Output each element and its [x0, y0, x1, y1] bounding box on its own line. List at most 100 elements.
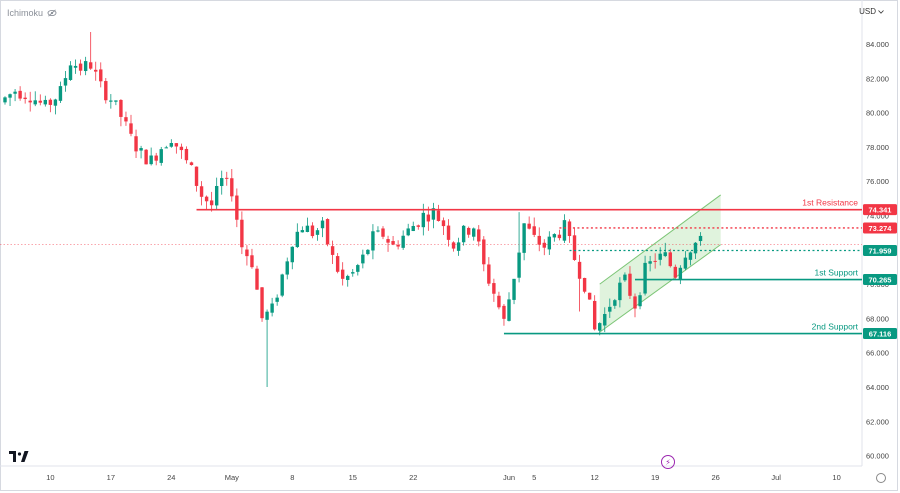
- candle-body: [572, 235, 577, 260]
- candle-body: [658, 253, 662, 260]
- price-tag: [863, 222, 897, 234]
- candle-body: [482, 239, 486, 265]
- candle-body: [668, 252, 672, 267]
- candle-body: [356, 265, 360, 272]
- candle-body: [285, 261, 289, 275]
- candle-body: [456, 242, 461, 251]
- y-tick-label: 60.000: [866, 452, 889, 461]
- candle-body: [517, 252, 521, 278]
- y-tick-label: 76.000: [866, 177, 889, 186]
- candle-body: [325, 219, 330, 245]
- indicator-label: Ichimoku: [7, 8, 44, 18]
- candle-body: [678, 267, 683, 280]
- candle-body: [129, 123, 133, 134]
- candle-body: [154, 155, 158, 161]
- x-tick-label: 26: [711, 473, 719, 482]
- candle-body: [189, 162, 194, 166]
- eye-slash-icon[interactable]: [47, 9, 57, 17]
- candle-body: [643, 262, 647, 294]
- lightning-icon[interactable]: ⚡: [661, 455, 675, 469]
- currency-selector[interactable]: USD: [859, 7, 884, 16]
- candle-body: [194, 166, 199, 186]
- candle-body: [492, 283, 496, 294]
- candle-body: [53, 99, 58, 106]
- candle-body: [376, 230, 380, 232]
- y-tick-label: 80.000: [866, 109, 889, 118]
- y-tick-label: 62.000: [866, 417, 889, 426]
- candle-body: [436, 210, 441, 222]
- candle-body: [230, 178, 234, 197]
- candle-body: [104, 81, 108, 101]
- candle-body: [451, 242, 456, 249]
- candle-body: [8, 94, 12, 98]
- candle-body: [416, 225, 420, 227]
- candle-body: [623, 274, 627, 281]
- candle-body: [648, 261, 652, 264]
- candle-body: [280, 274, 284, 296]
- y-tick-label: 64.000: [866, 383, 889, 392]
- candle-body: [48, 99, 53, 105]
- candle-body: [477, 229, 481, 242]
- candle-body: [250, 255, 254, 268]
- candle-body: [361, 254, 365, 264]
- candle-body: [396, 244, 400, 247]
- candle-body: [608, 306, 612, 312]
- candle-body: [401, 235, 405, 248]
- level-name: 1st Support: [815, 268, 859, 278]
- candle-body: [58, 86, 63, 101]
- y-tick-label: 78.000: [866, 143, 889, 152]
- candle-body: [340, 269, 345, 279]
- indicator-legend[interactable]: Ichimoku: [7, 8, 57, 18]
- price-tag: [863, 328, 897, 340]
- candle-body: [497, 295, 501, 308]
- candle-body: [683, 257, 688, 269]
- candle-body: [68, 65, 73, 80]
- candle-body: [134, 136, 138, 152]
- gear-icon[interactable]: [876, 473, 886, 483]
- currency-label: USD: [859, 7, 876, 16]
- price-tag-label: 70.265: [869, 276, 892, 285]
- candle-body: [507, 299, 511, 321]
- tradingview-logo-icon: [9, 451, 29, 462]
- candle-body: [320, 220, 325, 229]
- candle-body: [522, 223, 526, 253]
- candle-body: [94, 69, 98, 72]
- candle-body: [225, 177, 229, 179]
- candle-body: [633, 296, 637, 309]
- candle-body: [23, 97, 27, 100]
- candle-body: [245, 249, 249, 257]
- candle-body: [587, 292, 592, 300]
- chevron-down-icon: [878, 9, 884, 14]
- price-tag: [863, 245, 897, 257]
- candle-body: [638, 295, 642, 307]
- candle-body: [461, 225, 466, 243]
- candle-body: [255, 268, 259, 290]
- candle-body: [235, 195, 239, 220]
- candle-body: [184, 148, 189, 161]
- candle-body: [391, 241, 395, 245]
- candle-body: [315, 230, 320, 235]
- candle-body: [698, 235, 703, 242]
- candle-body: [275, 297, 279, 302]
- candle-body: [3, 97, 7, 103]
- candle-body: [411, 225, 415, 232]
- candle-body: [346, 275, 350, 280]
- x-tick-label: 17: [107, 473, 115, 482]
- candle-body: [512, 278, 516, 300]
- candle-body: [18, 90, 22, 99]
- candle-body: [582, 277, 587, 292]
- candle-body: [366, 249, 370, 255]
- candle-body: [169, 142, 174, 147]
- candle-body: [537, 235, 541, 245]
- candle-body: [124, 117, 128, 122]
- candle-body: [99, 69, 103, 82]
- candle-body: [441, 220, 446, 227]
- price-tag-label: 74.341: [869, 206, 892, 215]
- y-tick-label: 68.000: [866, 314, 889, 323]
- candle-body: [174, 143, 179, 147]
- price-tag: [863, 274, 897, 286]
- candle-body: [562, 220, 567, 241]
- candle-body: [603, 313, 607, 326]
- candle-body: [592, 300, 597, 330]
